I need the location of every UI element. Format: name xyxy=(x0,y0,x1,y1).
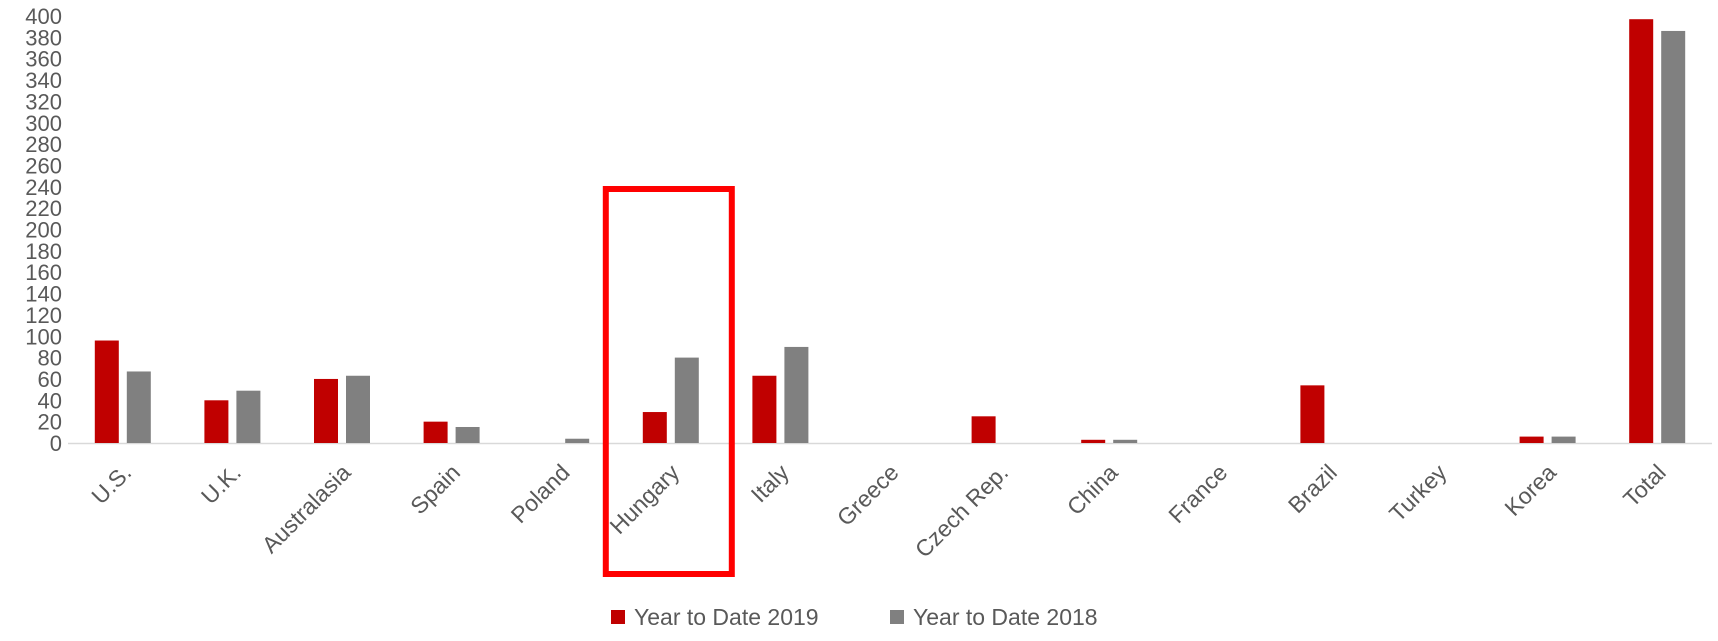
bar-2018 xyxy=(126,371,151,443)
legend-swatch-2019 xyxy=(611,610,625,624)
y-tick-label: 100 xyxy=(25,324,62,349)
y-tick-label: 380 xyxy=(25,25,62,50)
category-label: Total xyxy=(1618,459,1671,512)
category-label: Poland xyxy=(506,459,575,528)
bar-2019 xyxy=(1081,439,1106,443)
bar-2019 xyxy=(971,416,996,443)
bar-2018 xyxy=(1113,439,1138,443)
highlight-box xyxy=(602,186,735,577)
category-label: Spain xyxy=(405,459,465,519)
y-tick-label: 360 xyxy=(25,47,62,72)
y-tick-label: 400 xyxy=(25,4,62,29)
category-label: Czech Rep. xyxy=(910,459,1013,562)
y-tick-label: 240 xyxy=(25,175,62,200)
category-label: Hungary xyxy=(604,459,684,539)
y-tick-label: 260 xyxy=(25,153,62,178)
bar-2019 xyxy=(752,375,777,443)
bar-2018 xyxy=(236,390,261,443)
bar-2019 xyxy=(204,400,229,443)
y-tick-label: 140 xyxy=(25,282,62,307)
y-axis-ticks: 0204060801001201401601802002202402602803… xyxy=(25,4,62,456)
bar-2018 xyxy=(565,438,590,443)
category-label: Brazil xyxy=(1283,459,1342,518)
y-tick-label: 320 xyxy=(25,89,62,114)
category-label: Greece xyxy=(832,459,904,531)
bar-2019 xyxy=(1300,385,1325,443)
bar-2019 xyxy=(1519,436,1544,443)
category-label: U.S. xyxy=(86,459,136,509)
bar-2018 xyxy=(674,357,699,443)
bar-2018 xyxy=(1661,30,1686,443)
legend-label: Year to Date 2019 xyxy=(634,604,819,630)
y-tick-label: 0 xyxy=(50,431,62,456)
category-label: Korea xyxy=(1499,459,1561,521)
bar-2019 xyxy=(423,421,448,443)
y-tick-label: 120 xyxy=(25,303,62,328)
y-tick-label: 20 xyxy=(38,410,62,435)
y-tick-label: 60 xyxy=(38,367,62,392)
y-tick-label: 40 xyxy=(38,388,62,413)
category-label: Turkey xyxy=(1384,459,1452,527)
bar-2019 xyxy=(642,412,667,443)
legend-label: Year to Date 2018 xyxy=(913,604,1098,630)
y-tick-label: 300 xyxy=(25,111,62,136)
y-tick-label: 340 xyxy=(25,68,62,93)
y-tick-label: 200 xyxy=(25,218,62,243)
bar-2018 xyxy=(784,346,809,443)
category-label: France xyxy=(1163,459,1232,528)
y-tick-label: 160 xyxy=(25,260,62,285)
y-tick-label: 280 xyxy=(25,132,62,157)
legend: Year to Date 2019 Year to Date 2018 xyxy=(611,604,1098,630)
category-label: Australasia xyxy=(257,459,356,558)
x-axis-labels: U.S. U.K. Australasia Spain Poland Hungary Ita… xyxy=(86,459,1670,563)
category-label: U.K. xyxy=(196,459,246,509)
bars xyxy=(94,19,1686,443)
bar-2018 xyxy=(1551,436,1576,443)
legend-swatch-2018 xyxy=(890,610,904,624)
category-label: China xyxy=(1062,459,1123,520)
bar-2019 xyxy=(314,378,338,443)
bar-2019 xyxy=(94,340,119,443)
bar-2018 xyxy=(346,375,370,443)
y-tick-label: 80 xyxy=(38,346,62,371)
y-tick-label: 220 xyxy=(25,196,62,221)
bar-2018 xyxy=(455,426,480,443)
y-tick-label: 180 xyxy=(25,239,62,264)
bar-2019 xyxy=(1629,19,1654,443)
category-label: Italy xyxy=(746,459,795,508)
